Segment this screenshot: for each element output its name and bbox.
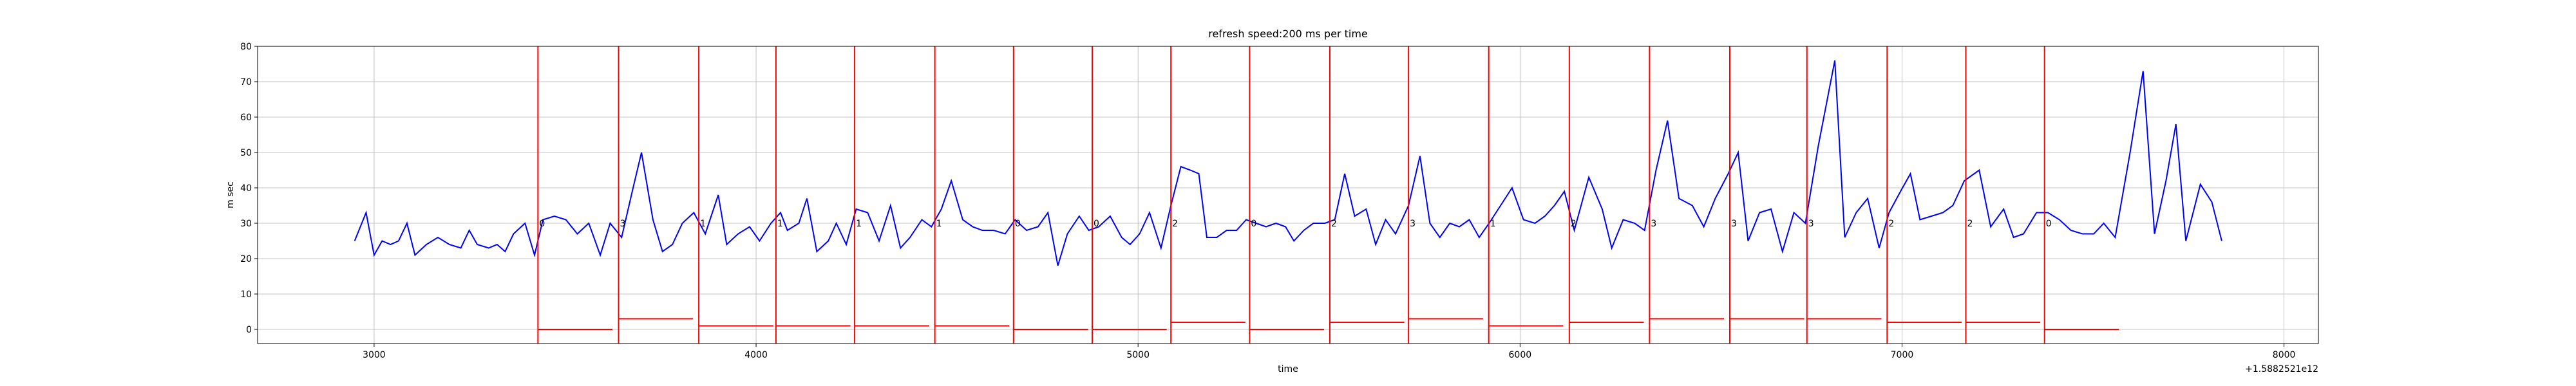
x-tick-label: 5000 bbox=[1126, 350, 1150, 360]
event-label: 0 bbox=[1015, 219, 1021, 229]
y-axis-label: m sec bbox=[225, 181, 236, 208]
event-label: 1 bbox=[936, 219, 942, 229]
x-offset-label: +1.5882521e12 bbox=[2245, 364, 2318, 374]
event-label: 3 bbox=[620, 219, 626, 229]
event-label: 2 bbox=[1888, 219, 1894, 229]
data-line bbox=[354, 60, 2222, 266]
y-tick-label: 30 bbox=[240, 219, 252, 229]
event-label: 2 bbox=[1967, 219, 1973, 229]
y-tick-label: 0 bbox=[246, 325, 252, 335]
event-label: 3 bbox=[1410, 219, 1416, 229]
x-tick-label: 3000 bbox=[363, 350, 386, 360]
y-tick-label: 40 bbox=[240, 183, 252, 194]
event-label: 3 bbox=[1731, 219, 1737, 229]
x-tick-label: 8000 bbox=[2273, 350, 2296, 360]
event-label: 1 bbox=[856, 219, 862, 229]
y-tick-label: 10 bbox=[240, 290, 252, 300]
x-tick-label: 6000 bbox=[1509, 350, 1532, 360]
plot-frame bbox=[257, 46, 2319, 344]
event-label: 3 bbox=[1651, 219, 1656, 229]
y-tick-label: 50 bbox=[240, 148, 252, 158]
y-tick-label: 80 bbox=[240, 42, 252, 52]
event-label: 0 bbox=[2046, 219, 2052, 229]
x-tick-label: 4000 bbox=[744, 350, 768, 360]
y-tick-label: 60 bbox=[240, 113, 252, 123]
event-label: 3 bbox=[1808, 219, 1814, 229]
event-label: 2 bbox=[1571, 219, 1577, 229]
y-tick-label: 20 bbox=[240, 254, 252, 264]
event-label: 2 bbox=[1331, 219, 1337, 229]
event-label: 0 bbox=[1251, 219, 1256, 229]
event-label: 2 bbox=[1172, 219, 1178, 229]
chart-title: refresh speed:200 ms per time bbox=[1208, 28, 1368, 40]
event-label: 0 bbox=[1094, 219, 1099, 229]
y-tick-label: 70 bbox=[240, 77, 252, 87]
x-axis-label: time bbox=[1278, 364, 1298, 374]
event-label: 0 bbox=[539, 219, 545, 229]
event-label: 1 bbox=[777, 219, 783, 229]
x-tick-label: 7000 bbox=[1891, 350, 1914, 360]
event-label: 1 bbox=[700, 219, 706, 229]
event-label: 1 bbox=[1490, 219, 1496, 229]
